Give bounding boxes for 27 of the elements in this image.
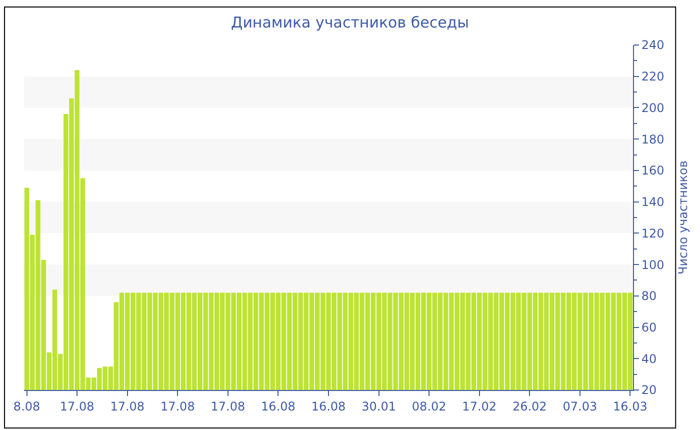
y-tick-label: 80: [641, 289, 657, 304]
x-tick-label: 17.08: [160, 399, 195, 414]
x-tick-label: 16.08: [261, 399, 296, 414]
x-tick-label: 17.08: [210, 399, 246, 414]
y-tick-label: 140: [641, 195, 664, 210]
y-tick-label: 40: [641, 352, 657, 366]
x-tick-label: 8.08: [13, 399, 40, 414]
y-tick-label: 20: [641, 383, 657, 398]
x-tick-label: 16.03: [613, 399, 648, 414]
x-tick-label: 17.08: [60, 399, 94, 414]
x-tick-label: 07.03: [562, 399, 598, 414]
x-tick-label: 08.02: [412, 399, 446, 414]
y-tick-label: 60: [641, 320, 657, 334]
y-tick-label: 240: [641, 38, 664, 52]
x-tick-label: 26.02: [512, 399, 547, 414]
y-axis-title: Число участников: [676, 160, 690, 274]
x-tick-label: 17.08: [110, 399, 145, 414]
y-tick-label: 120: [641, 226, 664, 240]
x-tick-label: 16.08: [311, 399, 346, 414]
x-tick-label: 30.01: [362, 399, 396, 414]
y-tick-label: 200: [641, 100, 664, 115]
x-tick-label: 17.02: [462, 399, 497, 414]
y-tick-label: 160: [641, 164, 664, 178]
y-tick-label: 100: [641, 258, 664, 272]
y-tick-label: 180: [641, 132, 664, 146]
y-tick-label: 220: [641, 70, 664, 84]
chart-title: Динамика участников беседы: [230, 14, 470, 32]
